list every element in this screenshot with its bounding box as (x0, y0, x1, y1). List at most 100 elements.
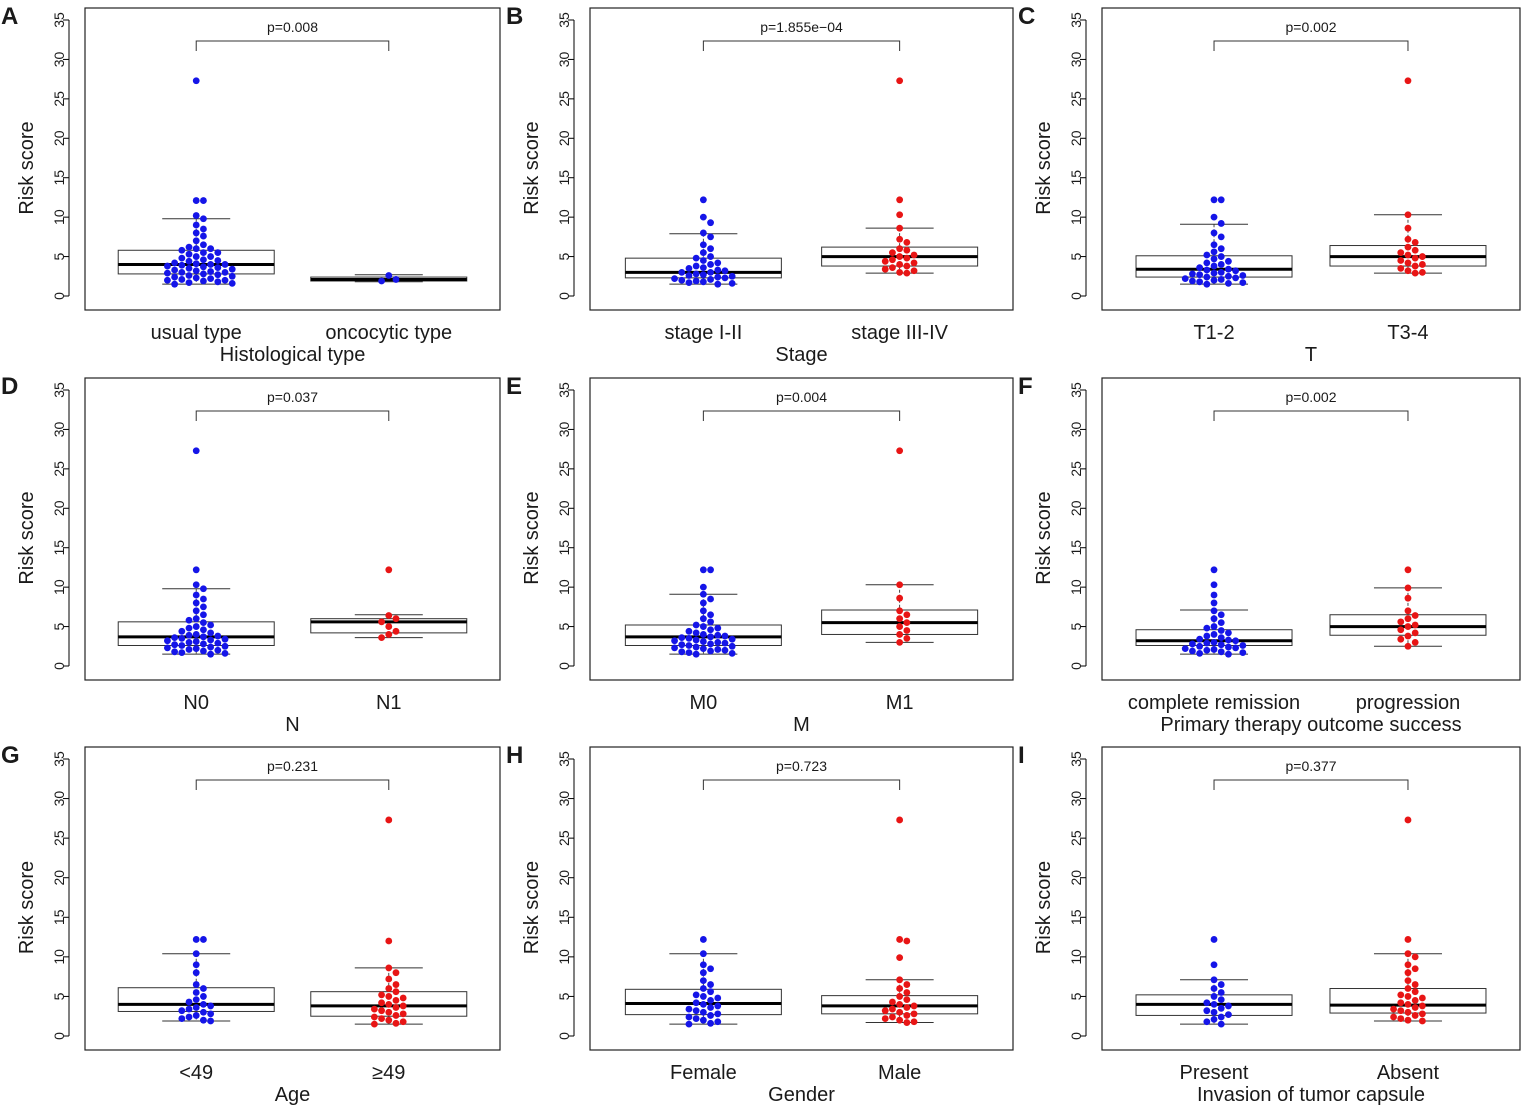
panel-letter: C (1018, 3, 1035, 30)
data-point (192, 645, 200, 653)
data-point (1411, 953, 1419, 961)
data-point (378, 277, 385, 285)
data-point (178, 268, 186, 276)
y-tick-label: 0 (51, 662, 67, 670)
series-1: stage I-II (624, 196, 782, 344)
data-point (685, 279, 693, 286)
plot-frame (84, 746, 501, 1051)
category-label: Female (670, 1062, 737, 1084)
y-tick-label: 30 (1068, 791, 1084, 807)
data-point (707, 965, 714, 973)
data-point (1411, 262, 1419, 270)
data-point (896, 623, 904, 630)
data-point (207, 621, 215, 629)
data-point (378, 634, 385, 642)
data-point (1239, 649, 1247, 656)
data-point (1203, 1007, 1211, 1015)
x-axis-label: N (285, 714, 299, 736)
data-point (699, 645, 707, 653)
data-point (200, 647, 207, 655)
y-tick-label: 20 (556, 500, 572, 516)
x-axis-label: Histological type (220, 344, 366, 366)
data-point (1210, 262, 1218, 270)
data-point (678, 268, 686, 276)
data-point (671, 644, 678, 652)
data-point (707, 245, 714, 253)
data-point (192, 989, 200, 996)
data-point (896, 447, 904, 455)
data-point (1210, 581, 1218, 589)
category-label: Absent (1377, 1062, 1440, 1084)
data-point (178, 261, 186, 269)
plot-frame (589, 7, 1014, 311)
category-label: oncocytic type (325, 322, 452, 344)
data-point (192, 981, 200, 988)
data-point (881, 265, 889, 273)
data-point (200, 985, 207, 992)
data-point (714, 273, 722, 281)
data-point (192, 591, 200, 599)
y-tick-label: 0 (51, 1032, 67, 1040)
data-point (707, 981, 714, 988)
data-point (207, 261, 215, 268)
data-point (1225, 650, 1232, 658)
significance-bracket (1213, 779, 1409, 790)
y-tick-label: 15 (1068, 909, 1084, 925)
data-point (1217, 196, 1225, 204)
data-point (889, 264, 896, 272)
series-2: Male (821, 816, 979, 1084)
y-tick-label: 5 (1068, 622, 1084, 630)
data-point (171, 266, 179, 274)
y-tick-label: 25 (1068, 461, 1084, 477)
y-tick-label: 5 (51, 992, 67, 1000)
data-point (207, 245, 215, 253)
data-point (214, 249, 222, 257)
data-point (896, 253, 904, 260)
data-point (1404, 977, 1412, 984)
data-point (200, 936, 207, 943)
y-tick-label: 25 (1068, 830, 1084, 846)
data-point (714, 280, 722, 288)
data-point (1418, 994, 1426, 1002)
data-point (171, 634, 179, 642)
data-point (1404, 607, 1412, 615)
category-label: stage III-IV (851, 322, 948, 344)
y-tick-label: 10 (556, 949, 572, 965)
y-tick-label: 35 (556, 382, 572, 398)
data-point (1404, 259, 1412, 267)
data-point (192, 237, 200, 245)
data-point (1210, 213, 1218, 221)
data-point (903, 611, 911, 619)
data-point (385, 1008, 393, 1016)
data-point (699, 229, 707, 237)
data-point (707, 1012, 714, 1019)
p-value-label: p=0.002 (1286, 389, 1337, 405)
data-point (399, 1010, 407, 1018)
data-point (903, 269, 911, 277)
data-point (1390, 1005, 1397, 1013)
data-point (1225, 636, 1232, 644)
data-point (1225, 643, 1232, 651)
data-point (903, 1019, 911, 1026)
data-point (1210, 229, 1218, 237)
data-point (192, 1004, 200, 1011)
data-point (192, 212, 200, 219)
data-point (192, 245, 200, 253)
data-point (207, 1002, 215, 1010)
data-point (896, 954, 904, 962)
data-point (385, 623, 393, 630)
data-point (207, 275, 215, 283)
data-point (178, 246, 186, 254)
p-value-label: p=0.002 (1286, 19, 1337, 35)
data-point (896, 607, 904, 615)
p-value-label: p=1.855e−04 (760, 19, 843, 35)
data-point (378, 1015, 385, 1022)
series-2: T3-4 (1329, 77, 1487, 344)
data-point (1203, 259, 1211, 267)
data-point (185, 250, 193, 258)
series-1: N0 (117, 447, 275, 714)
y-axis-label: Risk score (1033, 491, 1055, 584)
data-point (699, 1016, 707, 1024)
data-point (185, 631, 193, 639)
data-point (192, 581, 200, 589)
